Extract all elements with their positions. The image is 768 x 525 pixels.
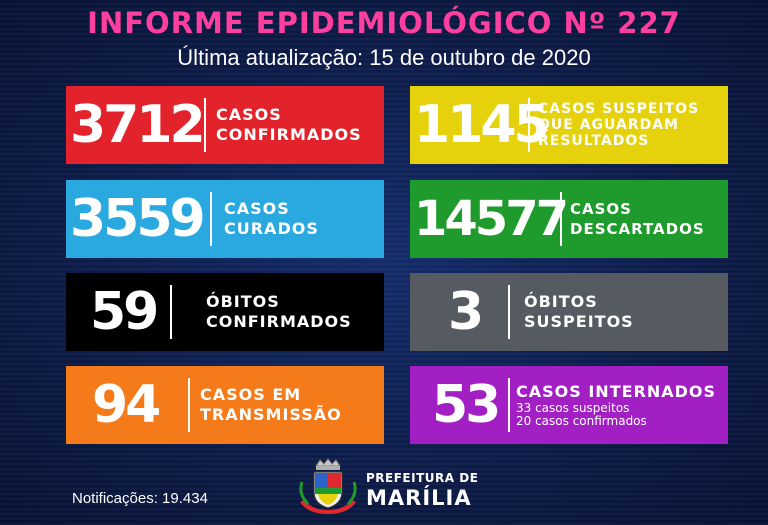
divider: [560, 192, 562, 246]
confirmed-deaths-label: ÓBITOS CONFIRMADOS: [206, 292, 352, 331]
divider: [528, 98, 530, 152]
recovered-cases-label: CASOS CURADOS: [224, 199, 319, 238]
org-line2: MARÍLIA: [366, 486, 472, 510]
card-confirmed-deaths: 59 ÓBITOS CONFIRMADOS: [66, 273, 384, 351]
card-hospitalized-cases: 53 CASOS INTERNADOS 33 casos suspeitos 2…: [410, 366, 728, 444]
divider: [204, 98, 206, 152]
discarded-cases-label: CASOS DESCARTADOS: [570, 200, 705, 238]
recovered-cases-value: 3559: [70, 189, 206, 249]
suspected-deaths-label: ÓBITOS SUSPEITOS: [524, 292, 634, 331]
notifications-count: Notificações: 19.434: [72, 490, 208, 507]
divider: [170, 285, 172, 339]
card-discarded-cases: 14577 CASOS DESCARTADOS: [410, 180, 728, 258]
suspected-cases-label: CASOS SUSPEITOS QUE AGUARDAM RESULTADOS: [538, 101, 700, 149]
card-transmission-cases: 94 CASOS EM TRANSMISSÃO: [66, 366, 384, 444]
page-title: INFORME EPIDEMIOLÓGICO Nº 227: [87, 6, 681, 40]
confirmed-deaths-value: 59: [90, 282, 159, 342]
confirmed-cases-value: 3712: [70, 95, 206, 155]
last-update: Última atualização: 15 de outubro de 202…: [177, 45, 591, 70]
divider: [188, 378, 190, 432]
divider: [210, 192, 212, 246]
suspected-cases-value: 1145: [414, 95, 550, 155]
divider: [508, 285, 510, 339]
hospitalized-cases-label: CASOS INTERNADOS 33 casos suspeitos 20 c…: [516, 382, 717, 428]
transmission-cases-value: 94: [92, 375, 161, 435]
confirmed-cases-label: CASOS CONFIRMADOS: [216, 105, 362, 144]
suspected-deaths-value: 3: [448, 282, 484, 342]
divider: [508, 378, 510, 432]
transmission-cases-label: CASOS EM TRANSMISSÃO: [200, 385, 342, 424]
card-suspected-cases: 1145 CASOS SUSPEITOS QUE AGUARDAM RESULT…: [410, 86, 728, 164]
prefeitura-logo: PREFEITURA DE MARÍLIA: [296, 458, 496, 520]
hospitalized-cases-value: 53: [432, 375, 501, 435]
card-recovered-cases: 3559 CASOS CURADOS: [66, 180, 384, 258]
org-line1: PREFEITURA DE: [366, 471, 479, 485]
card-suspected-deaths: 3 ÓBITOS SUSPEITOS: [410, 273, 728, 351]
card-confirmed-cases: 3712 CASOS CONFIRMADOS: [66, 86, 384, 164]
discarded-cases-value: 14577: [414, 191, 569, 247]
coat-of-arms-icon: [299, 458, 357, 514]
